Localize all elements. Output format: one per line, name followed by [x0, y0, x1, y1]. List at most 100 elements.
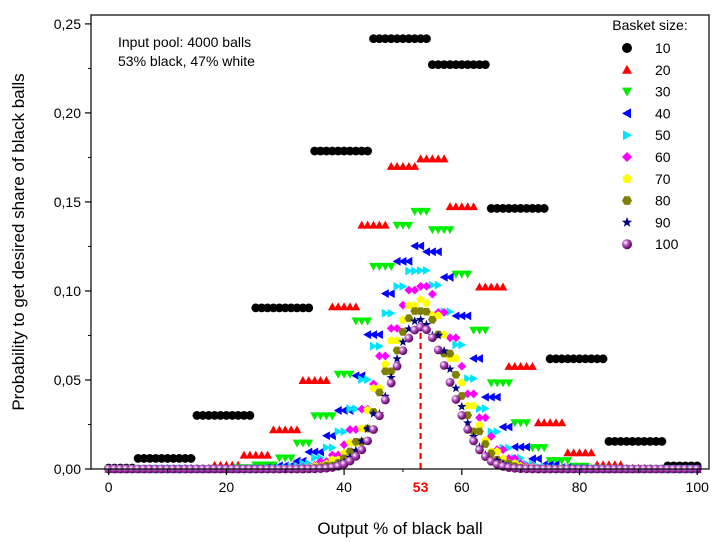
data-point-20 [369, 220, 378, 229]
data-point-30 [445, 226, 455, 235]
y-tick-label: 0,10 [54, 283, 81, 299]
data-point-30 [439, 226, 449, 235]
legend-item-40: 40 [622, 105, 671, 121]
legend-item-50: 50 [623, 127, 671, 143]
data-point-70 [381, 359, 390, 368]
data-point-50 [358, 375, 367, 384]
data-point-30 [475, 326, 484, 335]
data-point-20 [533, 418, 543, 427]
legend-marker-100 [622, 239, 632, 250]
data-point-80 [380, 367, 390, 376]
data-point-20 [386, 162, 396, 170]
data-point-60 [392, 323, 402, 333]
data-point-30 [280, 454, 290, 463]
series-10 [104, 34, 702, 473]
data-point-20 [239, 450, 249, 459]
data-point-20 [581, 448, 590, 457]
data-point-40 [516, 442, 525, 452]
data-point-30 [522, 419, 531, 428]
data-point-40 [457, 311, 466, 321]
data-point-50 [464, 374, 473, 384]
data-point-100 [451, 395, 461, 404]
data-point-30 [375, 262, 384, 271]
data-point-100 [404, 333, 414, 343]
data-point-20 [451, 202, 461, 211]
data-point-20 [251, 450, 261, 459]
y-axis-label: Probability to get desired share of blac… [9, 73, 28, 410]
legend-label: 60 [655, 149, 671, 165]
data-point-100 [363, 436, 373, 446]
data-point-70 [439, 330, 449, 339]
data-point-40 [327, 431, 336, 441]
data-point-100 [445, 377, 455, 387]
data-point-40 [433, 247, 442, 257]
data-point-30 [345, 370, 355, 379]
data-point-70 [357, 424, 366, 433]
data-point-30 [516, 419, 526, 428]
annotation-line-2: 53% black, 47% white [118, 53, 255, 69]
data-point-30 [392, 221, 402, 230]
data-point-60 [398, 300, 408, 310]
data-point-100 [380, 395, 390, 405]
data-point-90 [386, 372, 396, 382]
data-point-60 [416, 281, 425, 291]
data-point-20 [375, 220, 384, 229]
data-point-100 [463, 424, 473, 434]
data-point-100 [422, 325, 431, 335]
data-point-20 [404, 162, 414, 170]
data-point-60 [345, 425, 355, 434]
data-point-90 [433, 330, 443, 340]
data-point-90 [404, 324, 414, 333]
data-point-70 [475, 420, 484, 429]
data-point-10 [422, 34, 431, 44]
x-tick-label: 20 [219, 479, 235, 495]
data-point-20 [492, 282, 502, 291]
data-point-90 [363, 424, 373, 433]
series-20 [104, 154, 702, 473]
data-point-20 [298, 376, 308, 384]
data-point-30 [322, 412, 331, 421]
data-point-40 [469, 354, 478, 363]
data-point-40 [380, 289, 389, 299]
data-point-100 [351, 451, 361, 461]
data-point-50 [493, 427, 502, 437]
data-point-90 [457, 401, 467, 411]
series-70 [104, 295, 702, 473]
legend-marker-60 [622, 152, 632, 162]
data-point-90 [392, 354, 402, 363]
data-point-40 [486, 392, 495, 402]
data-point-30 [469, 326, 478, 335]
data-point-10 [245, 411, 255, 420]
data-point-70 [457, 378, 466, 387]
data-point-60 [480, 413, 490, 423]
data-point-70 [416, 295, 425, 304]
data-point-40 [422, 247, 431, 257]
legend-marker-40 [622, 108, 631, 119]
data-point-40 [310, 447, 319, 457]
data-point-20 [445, 202, 455, 211]
legend-item-20: 20 [622, 62, 671, 78]
data-point-90 [357, 436, 367, 445]
data-point-100 [469, 436, 478, 446]
data-point-20 [475, 282, 484, 291]
data-point-90 [368, 408, 379, 418]
data-point-20 [510, 361, 520, 370]
legend-label: 30 [655, 84, 671, 100]
series-90 [104, 314, 702, 473]
marker-line-label: 53 [413, 479, 429, 495]
data-point-50 [411, 266, 420, 276]
data-point-30 [369, 262, 378, 271]
data-point-70 [386, 336, 396, 344]
data-point-30 [557, 457, 567, 466]
data-point-80 [475, 427, 484, 436]
data-point-20 [310, 376, 320, 384]
data-point-70 [422, 298, 431, 307]
legend-label: 90 [655, 214, 671, 230]
data-point-40 [339, 406, 348, 415]
data-point-40 [475, 354, 483, 363]
data-point-30 [304, 439, 314, 448]
data-point-20 [504, 361, 514, 370]
legend-marker-10 [622, 43, 632, 53]
data-point-20 [280, 425, 290, 434]
